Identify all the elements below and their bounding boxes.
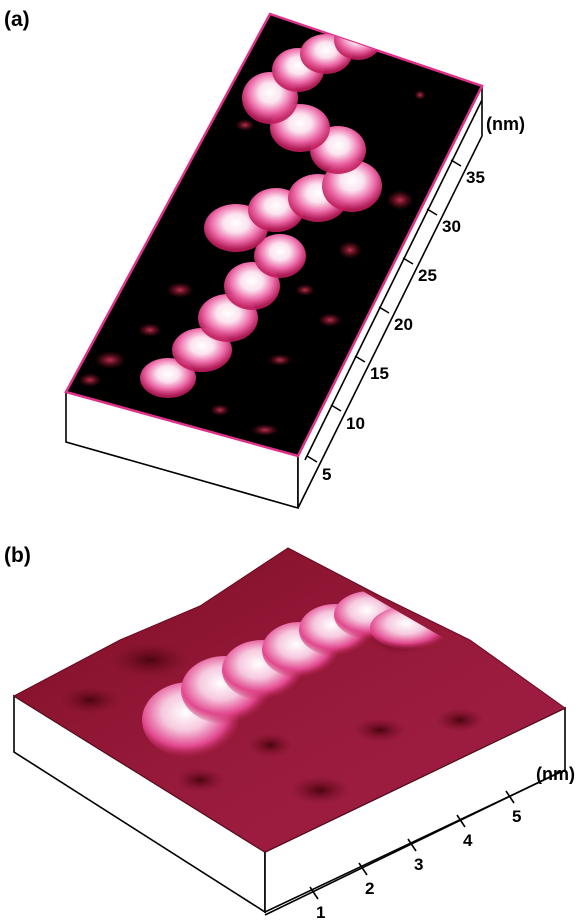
panel-a-tick-label: 10: [346, 414, 365, 433]
panel-a-tick-label: 15: [370, 364, 389, 383]
panel-a-tick-label: 5: [322, 465, 331, 484]
panel-b-axis-line: [264, 771, 561, 916]
panel-b-axis: 1 2 3 4 5 (nm): [264, 764, 575, 922]
panel-a-surface: [64, 12, 484, 510]
panel-b-surface: [12, 547, 566, 914]
panel-b-tick-label: 2: [365, 879, 374, 898]
panel-b-ticks: [309, 790, 515, 900]
panel-a-tick-label: 20: [394, 315, 413, 334]
panel-b-tick-label: 4: [463, 831, 473, 850]
panel-a-specks: [78, 90, 426, 436]
panel-b-label: (b): [4, 544, 31, 567]
panel-a-tick-label: 25: [418, 266, 437, 285]
panel-b-tick-label: 3: [414, 855, 423, 874]
panel-a-ticks: [306, 159, 462, 463]
panel-b-tick-label: 1: [316, 903, 325, 922]
panel-b-axis-unit: (nm): [536, 764, 575, 784]
panel-a-tick-label: 30: [442, 217, 461, 236]
panel-a-axis-unit: (nm): [486, 114, 525, 134]
panel-a-molecule-chain: [140, 20, 382, 398]
panel-a-label: (a): [4, 8, 30, 31]
panel-b-molecule-chain: [142, 591, 450, 758]
panel-b-tick-label: 5: [512, 807, 521, 826]
panel-a-axis: 5 10 15 20 25 30 35 (nm): [304, 99, 525, 484]
panel-b-top-surface: [12, 547, 566, 853]
panel-a-tick-label: 35: [466, 168, 485, 187]
